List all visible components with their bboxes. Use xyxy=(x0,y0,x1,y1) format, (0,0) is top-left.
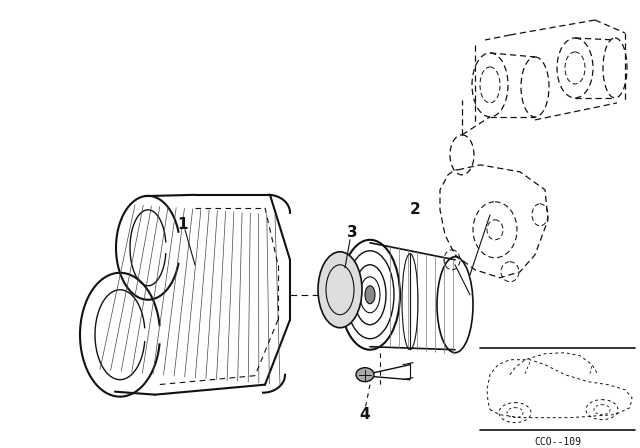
Ellipse shape xyxy=(356,368,374,382)
Ellipse shape xyxy=(365,286,375,304)
Text: 2: 2 xyxy=(410,202,420,217)
Text: 1: 1 xyxy=(178,217,188,233)
Ellipse shape xyxy=(318,252,362,328)
Text: 4: 4 xyxy=(360,407,371,422)
Text: 3: 3 xyxy=(347,225,357,240)
Text: CCO--109: CCO--109 xyxy=(534,437,582,447)
